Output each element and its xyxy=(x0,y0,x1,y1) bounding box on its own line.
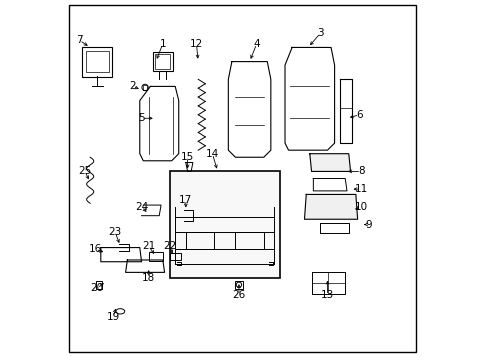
Bar xyxy=(235,232,263,249)
Text: 15: 15 xyxy=(181,152,194,162)
Text: 3: 3 xyxy=(317,28,323,38)
Text: 19: 19 xyxy=(106,312,120,322)
Text: 6: 6 xyxy=(355,110,362,120)
Bar xyxy=(169,253,180,260)
Bar xyxy=(155,54,170,69)
Bar xyxy=(185,232,214,249)
Text: 8: 8 xyxy=(357,166,363,176)
Bar xyxy=(82,46,112,77)
Text: 23: 23 xyxy=(108,227,121,237)
Bar xyxy=(148,252,163,261)
Text: 12: 12 xyxy=(189,39,203,49)
Bar xyxy=(169,171,279,278)
Text: 25: 25 xyxy=(78,166,91,176)
Text: 4: 4 xyxy=(253,39,259,49)
Bar xyxy=(86,51,108,72)
Text: 20: 20 xyxy=(91,283,104,293)
Text: 10: 10 xyxy=(354,202,367,212)
Text: 11: 11 xyxy=(354,184,367,194)
Text: 17: 17 xyxy=(179,195,192,205)
Text: 26: 26 xyxy=(232,290,245,300)
Bar xyxy=(235,281,242,289)
Bar xyxy=(96,281,102,289)
Text: 1: 1 xyxy=(159,39,166,49)
Text: 5: 5 xyxy=(138,113,145,123)
Text: 13: 13 xyxy=(320,290,333,300)
Text: 7: 7 xyxy=(76,35,83,45)
Text: 16: 16 xyxy=(89,244,102,254)
Text: 21: 21 xyxy=(142,241,155,251)
Polygon shape xyxy=(309,154,350,171)
Text: 22: 22 xyxy=(163,241,176,251)
Bar xyxy=(153,52,172,71)
Polygon shape xyxy=(304,195,357,219)
Bar xyxy=(143,85,147,90)
Text: 2: 2 xyxy=(129,81,136,91)
Text: 18: 18 xyxy=(142,273,155,283)
Text: 24: 24 xyxy=(135,202,148,212)
Text: 9: 9 xyxy=(364,220,371,230)
Text: 14: 14 xyxy=(205,149,219,159)
